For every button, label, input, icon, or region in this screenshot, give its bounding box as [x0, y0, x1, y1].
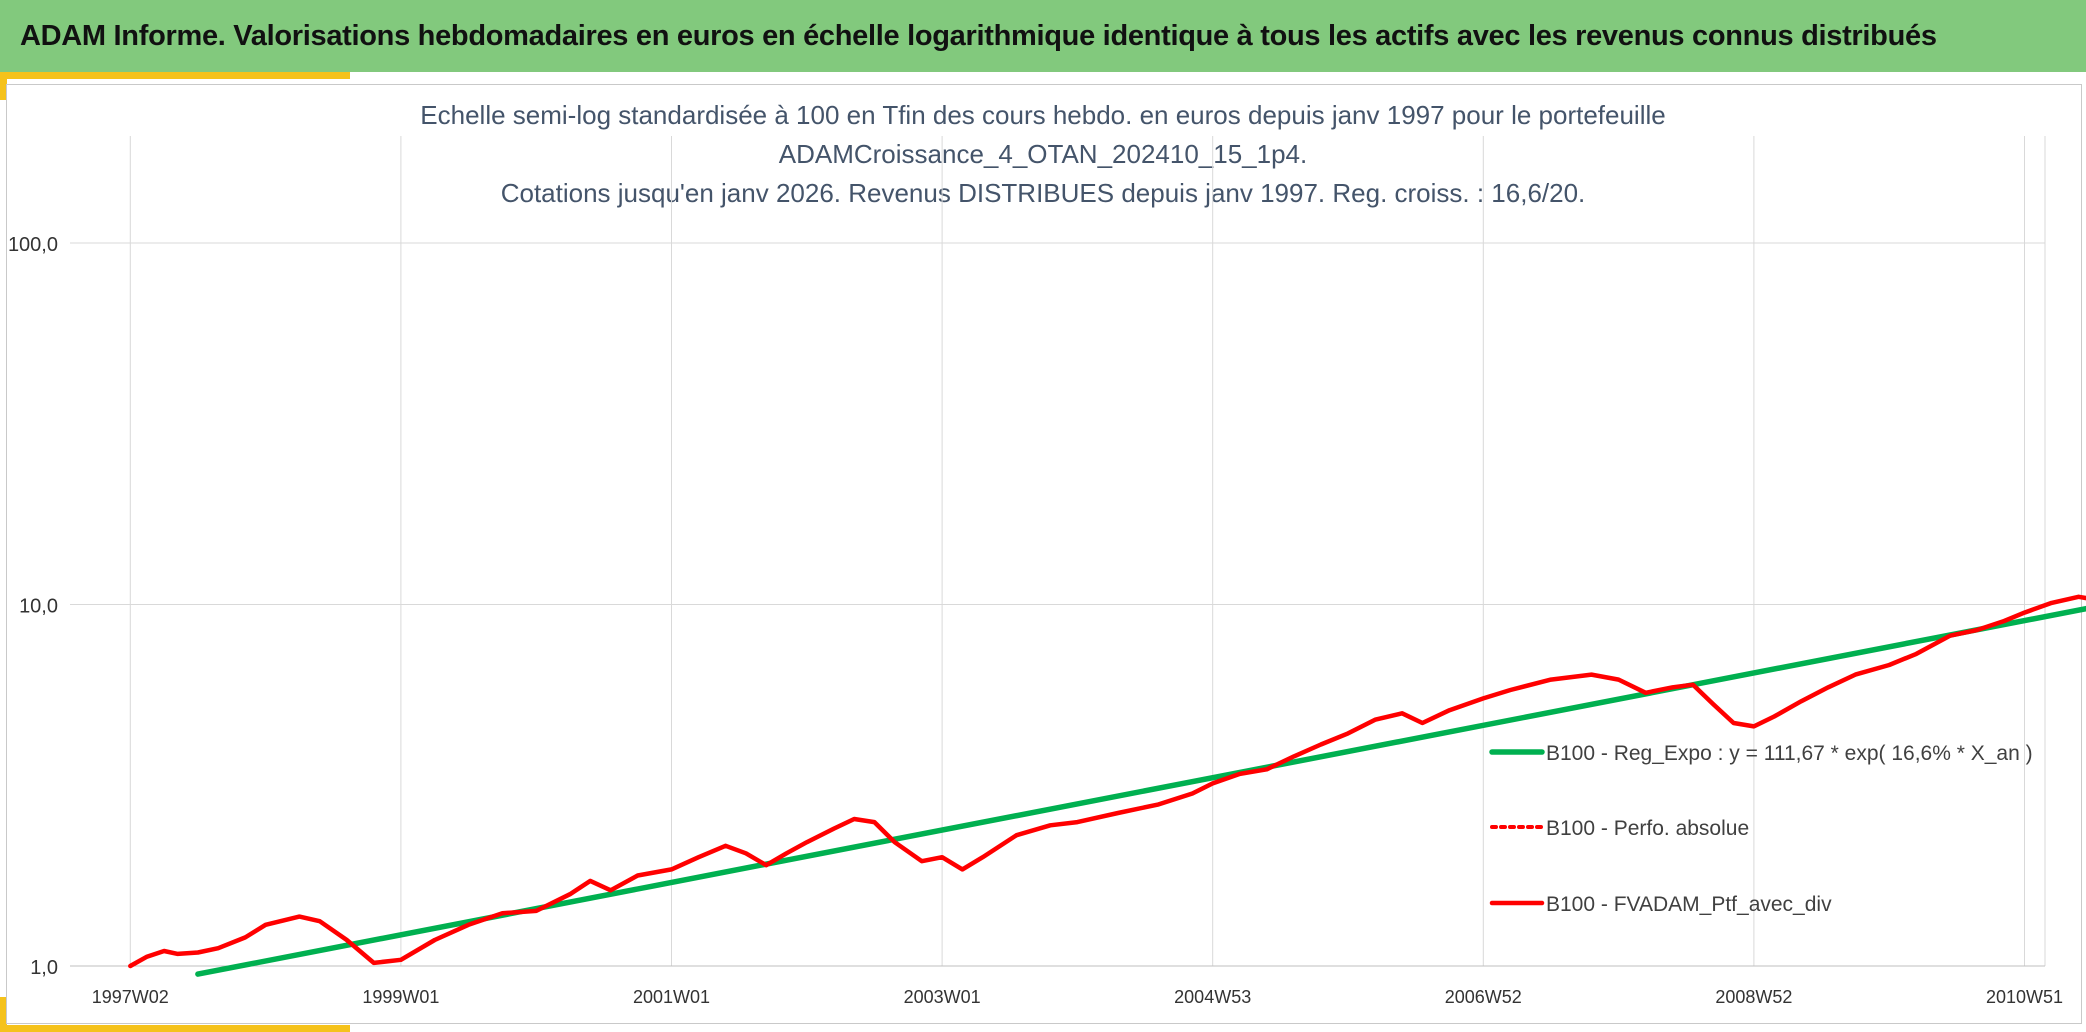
- chart-title-line-1: Echelle semi-log standardisée à 100 en T…: [420, 100, 1666, 130]
- chart-frame: [6, 84, 2082, 1024]
- portfolio-line: [128, 594, 2086, 969]
- chart-title: Echelle semi-log standardisée à 100 en T…: [0, 96, 2086, 213]
- x-tick-label: 2010W51: [1986, 987, 2063, 1007]
- x-tick-label: 2004W53: [1174, 987, 1251, 1007]
- y-tick-label: 10,0: [19, 596, 58, 618]
- corner-accent-top-left-h: [0, 72, 350, 79]
- header-banner: ADAM Informe. Valorisations hebdomadaire…: [0, 0, 2086, 72]
- axes: 1,0 10,0 100,0 1997W02 1999W01 2001W01 2003W01…: [8, 234, 2063, 1007]
- y-tick-label: 100,0: [8, 234, 58, 256]
- x-tick-label: 2001W01: [633, 987, 710, 1007]
- grid: [70, 136, 2046, 967]
- legend: B100 - Reg_Expo : y = 111,67 * exp( 16,6…: [1489, 742, 2033, 916]
- chart-title-line-2: ADAMCroissance_4_OTAN_202410_15_1p4.: [778, 139, 1308, 169]
- x-tick-label: 2008W52: [1715, 987, 1792, 1007]
- x-tick-label: 2006W52: [1445, 987, 1522, 1007]
- banner-title: ADAM Informe. Valorisations hebdomadaire…: [20, 19, 1937, 52]
- legend-label-1: B100 - Reg_Expo : y = 111,67 * exp( 16,6…: [1546, 742, 2033, 765]
- corner-accent-bottom-left-v: [0, 997, 7, 1032]
- x-tick-label: 1999W01: [362, 987, 439, 1007]
- y-tick-label: 1,0: [30, 957, 58, 979]
- x-tick-label: 2003W01: [904, 987, 981, 1007]
- regression-line: [195, 605, 2086, 977]
- corner-accent-top-left-v: [0, 72, 7, 100]
- x-tick-label: 1997W02: [92, 987, 169, 1007]
- legend-label-3: B100 - FVADAM_Ptf_avec_div: [1546, 893, 1832, 916]
- corner-accent-bottom-left-h: [0, 1025, 350, 1032]
- chart-title-line-3: Cotations jusqu'en janv 2026. Revenus DI…: [500, 178, 1586, 208]
- legend-label-2: B100 - Perfo. absolue: [1546, 817, 1749, 840]
- series: [128, 594, 2086, 977]
